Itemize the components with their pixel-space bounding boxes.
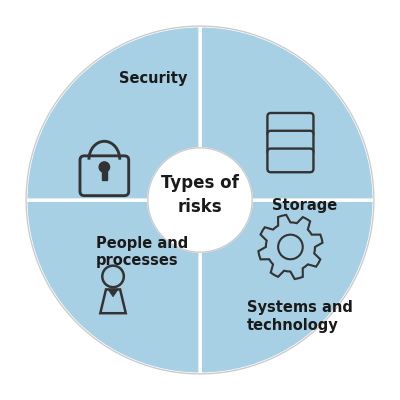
Wedge shape bbox=[200, 26, 374, 200]
Text: Types of
risks: Types of risks bbox=[161, 174, 239, 216]
Polygon shape bbox=[108, 290, 118, 297]
Wedge shape bbox=[26, 200, 200, 374]
FancyBboxPatch shape bbox=[268, 113, 314, 137]
FancyBboxPatch shape bbox=[268, 148, 314, 172]
Polygon shape bbox=[258, 215, 322, 279]
Text: Systems and
technology: Systems and technology bbox=[247, 300, 353, 333]
Polygon shape bbox=[100, 290, 126, 313]
Circle shape bbox=[99, 162, 110, 172]
Text: Security: Security bbox=[119, 71, 187, 86]
Circle shape bbox=[278, 235, 303, 259]
FancyBboxPatch shape bbox=[80, 156, 129, 196]
Bar bbox=[102, 171, 107, 180]
Wedge shape bbox=[200, 200, 374, 374]
Wedge shape bbox=[26, 26, 200, 200]
FancyBboxPatch shape bbox=[268, 131, 314, 154]
Text: People and
processes: People and processes bbox=[96, 236, 188, 268]
Circle shape bbox=[102, 266, 124, 287]
Text: Storage: Storage bbox=[272, 198, 337, 213]
Circle shape bbox=[148, 148, 252, 252]
